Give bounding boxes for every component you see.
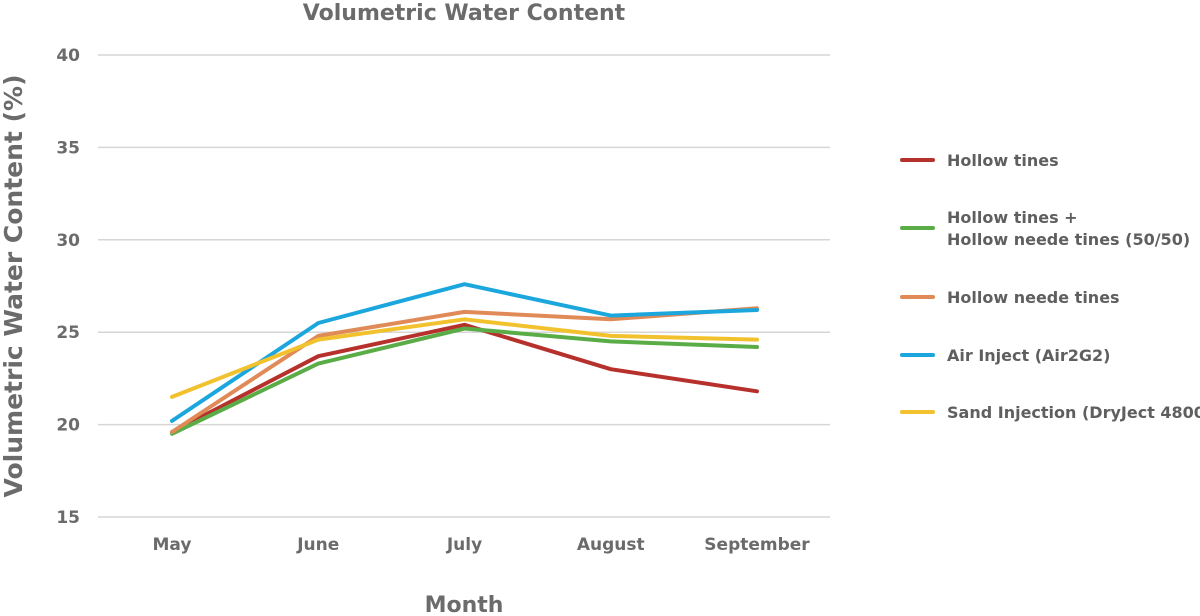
legend-label: Sand Injection (DryJect 4800) — [947, 403, 1200, 422]
chart-title: Volumetric Water Content — [303, 1, 626, 26]
series-lines — [170, 282, 759, 436]
y-tick-label: 40 — [56, 46, 80, 66]
legend-label: Hollow tines — [947, 151, 1059, 170]
x-tick-label: May — [153, 535, 192, 555]
y-tick-label: 15 — [56, 508, 80, 528]
legend-item: Air Inject (Air2G2) — [900, 346, 1111, 365]
legend-item: Hollow neede tines — [900, 288, 1120, 307]
y-tick-label: 35 — [56, 138, 80, 158]
y-tick-label: 25 — [56, 323, 80, 343]
legend-item: Hollow tines + Hollow neede tines (50/50) — [900, 208, 1190, 249]
legend-label: Hollow neede tines (50/50) — [947, 230, 1190, 249]
x-tick-label: June — [296, 535, 339, 555]
x-tick-label: August — [577, 535, 645, 555]
y-axis-title: Volumetric Water Content (%) — [0, 75, 28, 498]
y-tick-label: 30 — [56, 231, 80, 251]
series-line — [170, 282, 759, 423]
y-tick-label: 20 — [56, 416, 80, 436]
gridlines — [98, 54, 830, 518]
series-line — [170, 322, 759, 434]
x-axis-title: Month — [425, 593, 504, 616]
y-axis-ticks: 15 20 25 30 35 40 — [56, 46, 80, 528]
series-line — [170, 326, 759, 436]
legend-label: Hollow neede tines — [947, 288, 1120, 307]
x-tick-label: July — [446, 535, 482, 555]
x-tick-label: September — [704, 535, 810, 555]
x-axis-ticks: May June July August September — [153, 535, 811, 555]
legend: Hollow tines Hollow tines + Hollow neede t… — [900, 151, 1200, 422]
legend-label: Hollow tines + — [947, 208, 1078, 227]
series-line — [170, 317, 759, 399]
legend-item: Sand Injection (DryJect 4800) — [900, 403, 1200, 422]
legend-label: Air Inject (Air2G2) — [947, 346, 1111, 365]
legend-item: Hollow tines — [900, 151, 1059, 170]
